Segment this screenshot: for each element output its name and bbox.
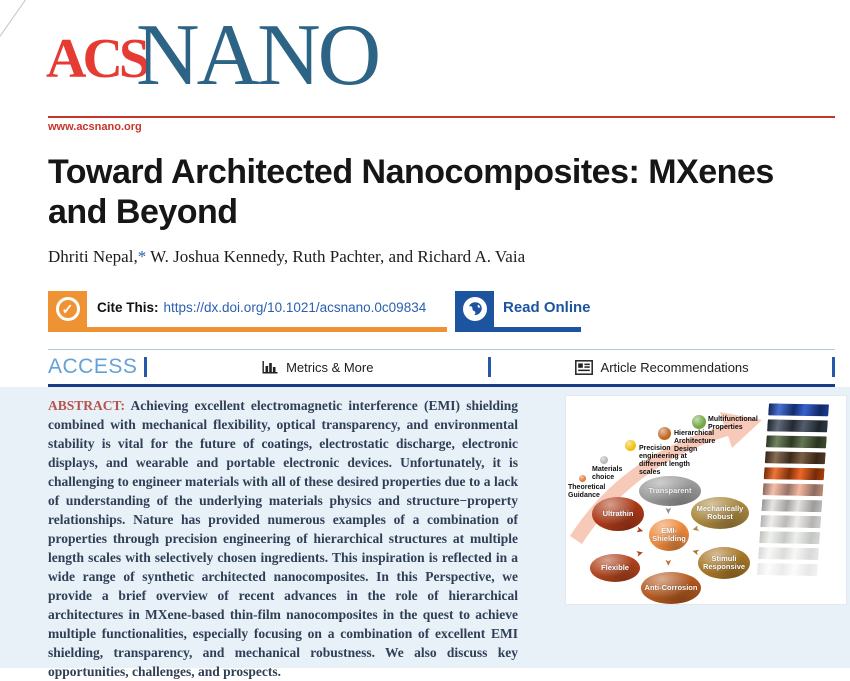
logo-nano-text: NANO bbox=[136, 7, 381, 104]
abstract-body: Achieving excellent electromagnetic inte… bbox=[48, 398, 518, 679]
film-strip bbox=[759, 531, 821, 545]
article-title-line2: and Beyond bbox=[48, 193, 238, 231]
chevron-bottom-icon: ➤ bbox=[663, 558, 674, 567]
film-strip bbox=[767, 419, 828, 433]
film-strip bbox=[758, 547, 819, 561]
film-strip bbox=[763, 467, 825, 481]
abstract-section: ABSTRACT: Achieving excellent electromag… bbox=[0, 387, 850, 679]
cite-check-badge: ✓ bbox=[48, 291, 87, 327]
step-label-precision: Precision engineering at different lengt… bbox=[639, 445, 690, 476]
step-dot-hierarchical bbox=[658, 427, 671, 440]
cite-this-label: Cite This: bbox=[97, 300, 159, 315]
author-rest: W. Joshua Kennedy, Ruth Pachter, and Ric… bbox=[146, 247, 526, 266]
cite-underline bbox=[48, 327, 447, 332]
chevron-top-icon: ➤ bbox=[663, 506, 674, 515]
step-label-materials: Materials choice bbox=[592, 466, 623, 481]
film-strip bbox=[756, 563, 818, 577]
access-bar: ACCESS Metrics & More bbox=[48, 349, 836, 387]
header-divider bbox=[48, 116, 835, 118]
abstract-paragraph: ABSTRACT: Achieving excellent electromag… bbox=[48, 396, 518, 681]
access-separator bbox=[144, 357, 148, 377]
article-title-line1: Toward Architected Nanocomposites: MXene… bbox=[48, 153, 774, 191]
film-strip bbox=[765, 435, 827, 449]
author-first: Dhriti Nepal, bbox=[48, 247, 138, 266]
film-stack bbox=[756, 402, 831, 582]
acs-nano-logo: ACS NANO bbox=[46, 7, 381, 104]
bubble-stimuli-responsive: Stimuli Responsive bbox=[698, 547, 750, 579]
step-label-hierarchical: Hierarchical Architecture Design bbox=[674, 430, 716, 453]
bubble-mechanically-robust: Mechanically Robust bbox=[691, 497, 749, 529]
film-strip bbox=[761, 499, 823, 513]
journal-url[interactable]: www.acsnano.org bbox=[48, 121, 142, 133]
article-icon bbox=[574, 359, 593, 375]
graphical-abstract: Theoretical Guidance Materials choice Pr… bbox=[565, 395, 847, 605]
metrics-label: Metrics & More bbox=[286, 359, 374, 375]
bubble-transparent: Transparent bbox=[639, 476, 701, 506]
step-dot-precision bbox=[625, 440, 636, 451]
chevron-upper-left-icon: ➤ bbox=[634, 524, 645, 536]
metrics-and-more[interactable]: Metrics & More bbox=[147, 360, 488, 375]
corresponding-author-asterisk[interactable]: * bbox=[137, 247, 147, 266]
step-dot-theoretical bbox=[579, 475, 586, 482]
film-strip bbox=[760, 515, 822, 529]
bubble-ultrathin: Ultrathin bbox=[592, 497, 644, 531]
read-online-link[interactable]: Read Online bbox=[503, 299, 591, 316]
film-strip bbox=[762, 483, 824, 497]
doi-link[interactable]: https://dx.doi.org/10.1021/acsnano.0c098… bbox=[163, 300, 427, 315]
read-online-underline bbox=[455, 327, 581, 332]
scan-artifact-line bbox=[0, 0, 27, 38]
bubble-emi-shielding: EMI-Shielding bbox=[649, 519, 689, 551]
end-separator bbox=[832, 357, 836, 377]
bubble-anti-corrosion: Anti-Corrosion bbox=[641, 572, 701, 604]
read-online-badge[interactable] bbox=[455, 291, 494, 327]
film-strip bbox=[768, 403, 830, 417]
logo-acs-text: ACS bbox=[46, 28, 150, 90]
recommendations-label: Article Recommendations bbox=[600, 359, 749, 375]
chevron-lower-left-icon: ➤ bbox=[634, 547, 645, 559]
globe-icon bbox=[462, 297, 487, 321]
step-dot-multifunctional bbox=[692, 415, 706, 429]
progress-arrow bbox=[570, 412, 762, 544]
step-label-theoretical: Theoretical Guidance bbox=[568, 484, 606, 499]
abstract-label: ABSTRACT: bbox=[48, 398, 126, 413]
access-label[interactable]: ACCESS bbox=[48, 355, 138, 378]
bar-chart-icon bbox=[262, 360, 278, 375]
author-list: Dhriti Nepal,* W. Joshua Kennedy, Ruth P… bbox=[48, 247, 525, 267]
metrics-separator bbox=[488, 357, 492, 377]
step-label-multifunctional: Multifunctional Properties bbox=[708, 416, 758, 431]
article-title: Toward Architected Nanocomposites: MXene… bbox=[48, 152, 848, 232]
checkmark-icon: ✓ bbox=[55, 297, 80, 321]
bubble-flexible: Flexible bbox=[590, 554, 640, 582]
film-strip bbox=[764, 451, 826, 465]
article-recommendations[interactable]: Article Recommendations bbox=[491, 360, 832, 375]
step-dot-materials bbox=[600, 456, 608, 464]
